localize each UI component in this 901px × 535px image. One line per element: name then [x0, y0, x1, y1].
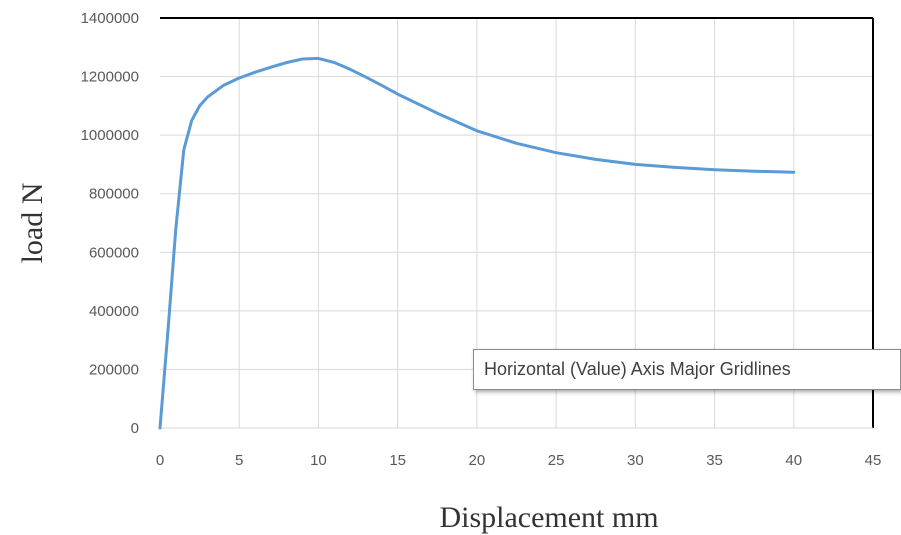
x-tick-label: 35: [706, 452, 723, 469]
x-tick-label: 25: [548, 452, 565, 469]
x-tick-label: 30: [627, 452, 644, 469]
y-tick-label: 800000: [89, 186, 139, 203]
y-tick-label: 1000000: [81, 127, 139, 144]
x-tick-label: 15: [389, 452, 406, 469]
x-tick-label: 5: [235, 452, 243, 469]
x-tick-label: 20: [469, 452, 486, 469]
gridlines-tooltip: Horizontal (Value) Axis Major Gridlines: [473, 349, 901, 390]
x-tick-label: 10: [310, 452, 327, 469]
y-tick-label: 1400000: [81, 10, 139, 27]
y-axis-title: load N: [16, 183, 49, 264]
y-tick-label: 1200000: [81, 69, 139, 86]
x-tick-label: 0: [156, 452, 164, 469]
y-tick-label: 0: [131, 420, 139, 437]
y-tick-label: 600000: [89, 244, 139, 261]
y-axis-tick-labels: 0 200000 400000 600000 800000 1000000 1200000 1…: [81, 10, 139, 437]
x-tick-label: 45: [865, 452, 882, 469]
series-line: [158, 56, 796, 430]
y-tick-label: 400000: [89, 303, 139, 320]
y-tick-label: 200000: [89, 361, 139, 378]
x-tick-label: 40: [785, 452, 802, 469]
x-axis-title: Displacement mm: [439, 501, 658, 534]
x-axis-tick-labels: 0 5 10 15 20 25 30 35 40 45: [156, 452, 882, 469]
